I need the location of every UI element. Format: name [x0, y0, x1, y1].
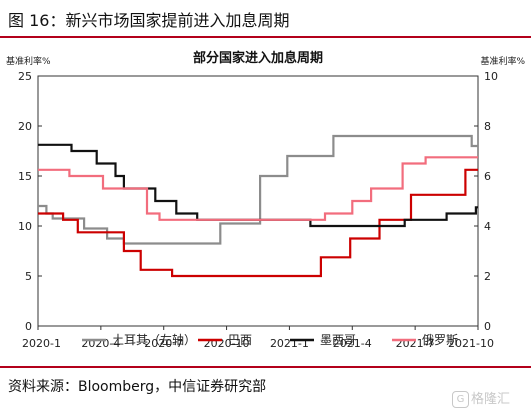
series-line-4 — [38, 156, 478, 221]
rate-chart: 部分国家进入加息周期 基准利率% 基准利率% 0 5 10 15 20 25 0 2 4 6 8 10 202… — [6, 50, 525, 350]
left-axis-tick-label: 5 — [25, 270, 32, 283]
right-axis-tick-label: 6 — [484, 170, 491, 183]
left-axis-tick-label: 15 — [18, 170, 32, 183]
legend-label-4: 俄罗斯 — [422, 333, 458, 347]
left-axis-tick-label: 20 — [18, 120, 32, 133]
watermark-text: 格隆汇 — [471, 392, 511, 407]
x-axis-tick-label: 2020-1 — [22, 337, 61, 350]
left-axis-unit: 基准利率% — [6, 55, 51, 67]
series-line-1 — [38, 134, 478, 245]
right-axis-tick-label: 2 — [484, 270, 491, 283]
plot-frame — [37, 75, 479, 327]
watermark-logo-icon: G — [452, 391, 469, 408]
left-axis-tick-label: 0 — [25, 320, 32, 333]
right-axis-tick-label: 8 — [484, 120, 491, 133]
x-axis-tick-label: 2020-7 — [144, 337, 183, 350]
x-axis-tick-label: 2021-4 — [333, 337, 372, 350]
right-axis-tick-label: 0 — [484, 320, 491, 333]
top-rule — [0, 36, 531, 38]
bottom-rule — [0, 366, 531, 368]
left-axis-tick-label: 25 — [18, 70, 32, 83]
legend-label-2: 巴西 — [228, 333, 252, 347]
legend-label-3: 墨西哥 — [320, 333, 356, 347]
right-axis-unit: 基准利率% — [480, 55, 525, 67]
series-line-2 — [38, 168, 478, 278]
series-line-3 — [38, 143, 478, 228]
source-note: 资料来源：Bloomberg，中信证券研究部 — [8, 379, 267, 395]
right-axis-tick-label: 4 — [484, 220, 491, 233]
legend-label-1: 土耳其（左轴） — [112, 332, 196, 347]
left-axis-tick-label: 10 — [18, 220, 32, 233]
right-axis-tick-label: 10 — [484, 70, 498, 83]
figure-header: 图 16：新兴市场国家提前进入加息周期 — [0, 0, 531, 36]
figure-title: 图 16：新兴市场国家提前进入加息周期 — [8, 11, 290, 30]
x-axis-tick-label: 2021-10 — [448, 337, 494, 350]
chart-title: 部分国家进入加息周期 — [193, 50, 323, 66]
watermark: G 格隆汇 — [452, 388, 526, 408]
